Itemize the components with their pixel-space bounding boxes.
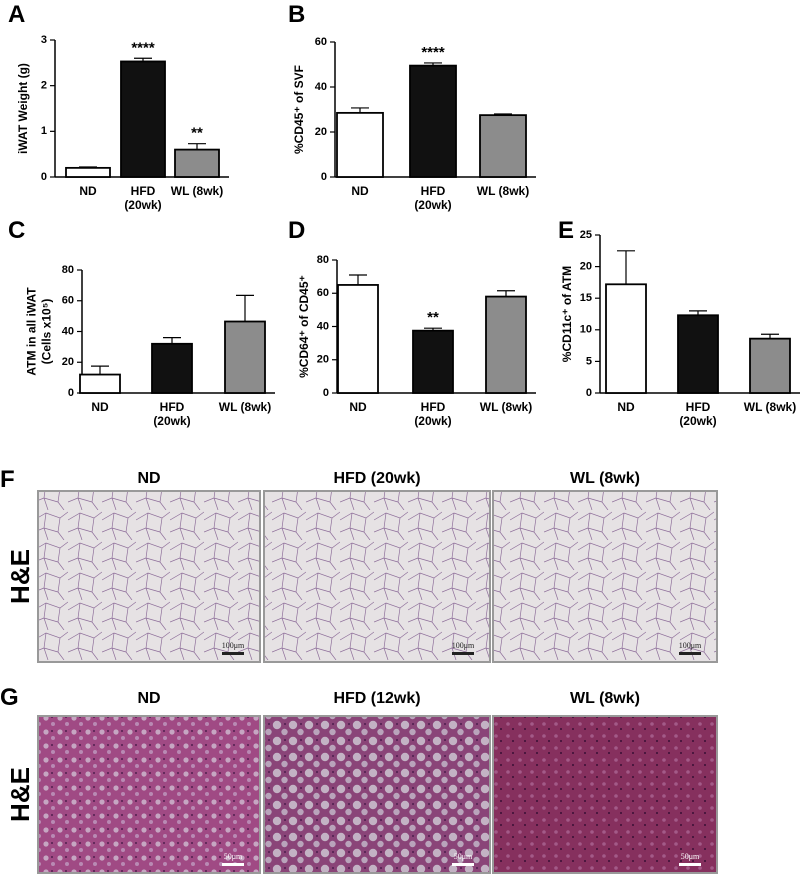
y-axis-label: (Cells x10⁵): [40, 299, 54, 365]
y-tick-label: 0: [41, 171, 47, 183]
y-tick-label: 0: [323, 387, 329, 399]
y-tick-label: 1: [41, 125, 47, 137]
significance-label: **: [191, 125, 203, 142]
bar: [174, 148, 220, 178]
x-tick-label: WL (8wk): [743, 400, 797, 414]
scale-bar-label: 100μm: [222, 641, 245, 650]
bar: [479, 114, 527, 178]
scale-bar: [679, 652, 701, 655]
x-tick-label: HFD (20wk): [679, 400, 717, 428]
stain-label: H&E: [5, 549, 35, 604]
scale-bar-label: 50μm: [454, 852, 473, 861]
bar: [485, 295, 527, 394]
bar: [224, 320, 266, 394]
y-tick-label: 2: [41, 80, 47, 92]
y-axis-label: ATM in all iWAT: [25, 287, 39, 376]
image-title: WL (8wk): [570, 470, 640, 487]
scale-bar: [222, 863, 244, 866]
bar: [677, 314, 719, 394]
y-tick-label: 60: [317, 287, 329, 299]
y-tick-label: 0: [586, 387, 592, 399]
scale-bar: [452, 863, 474, 866]
x-tick-label: HFD (20wk): [414, 184, 452, 212]
histology-image: [37, 715, 261, 874]
x-tick-label: HFD (20wk): [153, 400, 191, 428]
panel-letter: B: [288, 1, 305, 28]
bar: [337, 284, 379, 394]
bar: [336, 111, 384, 178]
image-title: HFD (12wk): [333, 690, 420, 707]
histology-image: [263, 490, 491, 663]
y-axis-label: iWAT Weight (g): [16, 63, 30, 154]
y-tick-label: 25: [580, 229, 592, 241]
image-title: HFD (20wk): [333, 470, 420, 487]
histology-image: [492, 490, 718, 663]
y-tick-label: 80: [62, 264, 74, 276]
scale-bar: [452, 652, 474, 655]
y-axis-label: %CD45⁺ of SVF: [292, 65, 306, 154]
y-tick-label: 20: [580, 261, 592, 273]
y-tick-label: 20: [317, 354, 329, 366]
y-tick-label: 0: [321, 171, 327, 183]
significance-label: ****: [131, 39, 155, 56]
panel-letter: F: [0, 466, 15, 493]
y-tick-label: 80: [317, 254, 329, 266]
y-tick-label: 0: [68, 387, 74, 399]
y-axis-label: %CD64⁺ of CD45⁺: [297, 275, 311, 378]
y-tick-label: 3: [41, 34, 47, 46]
bar: [409, 64, 457, 178]
y-tick-label: 10: [580, 324, 592, 336]
x-tick-label: ND: [91, 400, 109, 414]
scale-bar-label: 100μm: [679, 641, 702, 650]
y-tick-label: 15: [580, 292, 592, 304]
bar: [412, 329, 454, 394]
y-tick-label: 60: [62, 295, 74, 307]
x-tick-label: ND: [617, 400, 635, 414]
x-tick-label: HFD (20wk): [414, 400, 452, 428]
image-title: WL (8wk): [570, 690, 640, 707]
y-axis-label: %CD11c⁺ of ATM: [560, 266, 574, 362]
x-tick-label: WL (8wk): [170, 184, 224, 198]
panel-letter: C: [8, 217, 25, 244]
stain-label: H&E: [5, 767, 35, 822]
panel-letter: A: [8, 1, 25, 28]
scale-bar-label: 50μm: [681, 852, 700, 861]
significance-label: **: [427, 309, 439, 326]
x-tick-label: WL (8wk): [218, 400, 272, 414]
bar: [79, 373, 121, 394]
x-tick-label: ND: [79, 184, 97, 198]
scale-bar-label: 100μm: [452, 641, 475, 650]
image-title: ND: [137, 690, 160, 707]
bar: [65, 166, 111, 178]
x-tick-label: WL (8wk): [476, 184, 530, 198]
scale-bar-label: 50μm: [224, 852, 243, 861]
significance-label: ****: [421, 44, 445, 61]
bar: [151, 342, 193, 394]
y-tick-label: 60: [315, 36, 327, 48]
x-tick-label: HFD (20wk): [124, 184, 162, 212]
y-tick-label: 20: [315, 126, 327, 138]
y-tick-label: 20: [62, 356, 74, 368]
y-tick-label: 5: [586, 355, 592, 367]
scale-bar: [679, 863, 701, 866]
panel-letter: D: [288, 217, 305, 244]
x-tick-label: ND: [349, 400, 367, 414]
y-tick-label: 40: [315, 81, 327, 93]
y-tick-label: 40: [62, 325, 74, 337]
scale-bar: [222, 652, 244, 655]
bar: [749, 337, 791, 394]
y-tick-label: 40: [317, 320, 329, 332]
panel-letter: E: [558, 217, 574, 244]
bar: [605, 283, 647, 394]
x-tick-label: ND: [351, 184, 369, 198]
bar: [120, 60, 166, 178]
histology-image: [263, 715, 491, 874]
x-tick-label: WL (8wk): [479, 400, 533, 414]
histology-image: [492, 715, 718, 874]
panel-letter: G: [0, 684, 19, 711]
image-title: ND: [137, 470, 160, 487]
histology-image: [37, 490, 261, 663]
